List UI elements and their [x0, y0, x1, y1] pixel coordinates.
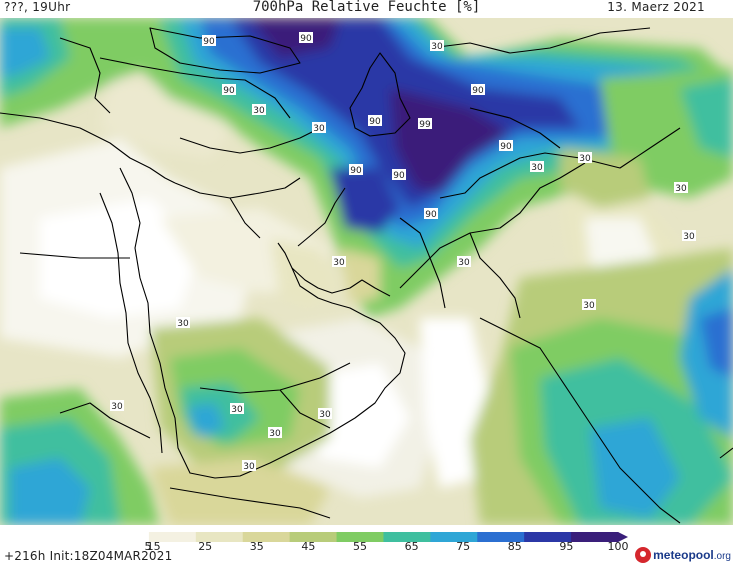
contour-label: 30 [578, 152, 592, 164]
colorbar-tick-label: 25 [198, 540, 213, 553]
svg-text:30: 30 [243, 462, 255, 472]
svg-text:90: 90 [369, 117, 381, 127]
colorbar-segment [289, 532, 338, 542]
contour-label: 30 [242, 460, 256, 472]
colorbar-tip [618, 532, 628, 542]
colorbar-segment [195, 532, 244, 542]
model-run-info: +216h Init:18Z04MAR2021 [4, 549, 173, 563]
colorbar-tick-label: 85 [507, 540, 522, 553]
humidity-map: 90 90 90 30 90 99 90 90 90 90 90 30 30 3… [0, 18, 733, 525]
svg-text:90: 90 [393, 171, 405, 181]
colorbar-segment [336, 532, 384, 542]
humidity-field [0, 18, 733, 525]
contour-label: 90 [202, 35, 216, 47]
humidity-colorbar: 5 15 25 35 45 55 65 75 85 95 100 [102, 528, 629, 556]
contour-label: 30 [457, 256, 471, 268]
contour-label: 90 [299, 32, 313, 44]
contour-label: 90 [349, 164, 363, 176]
svg-text:30: 30 [111, 402, 123, 412]
contour-label: 30 [582, 299, 596, 311]
colorbar-segment [102, 532, 150, 542]
colorbar-segment [383, 532, 431, 542]
svg-text:30: 30 [231, 405, 243, 415]
svg-text:90: 90 [203, 37, 215, 47]
colorbar-tick-label: 55 [353, 540, 367, 553]
svg-text:90: 90 [472, 86, 484, 96]
svg-text:30: 30 [579, 154, 591, 164]
colorbar-segment [524, 532, 572, 542]
colorbar-tick-label: 45 [301, 540, 316, 553]
contour-label: 90 [368, 115, 382, 127]
colorbar-gradient [102, 532, 628, 542]
colorbar-segment [571, 532, 619, 542]
contour-label: 90 [499, 140, 513, 152]
map-canvas: 90 90 90 30 90 99 90 90 90 90 90 30 30 3… [0, 18, 733, 525]
svg-text:30: 30 [319, 410, 331, 420]
contour-label: 30 [318, 408, 332, 420]
forecast-date-label: 13. Maerz 2021 [607, 0, 705, 14]
map-header: ???, 19Uhr 700hPa Relative Feuchte [%] 1… [0, 0, 733, 18]
forecast-time-label: ???, 19Uhr [4, 0, 71, 14]
colorbar-segment [148, 532, 197, 542]
colorbar-segment [430, 532, 478, 542]
contour-label: 30 [230, 403, 244, 415]
colorbar-tick-label: 65 [404, 540, 419, 553]
colorbar-tick-label: 35 [249, 540, 264, 553]
contour-label: 30 [312, 122, 326, 134]
brand-logo[interactable]: meteopool.org [635, 545, 731, 565]
coastlines [0, 27, 733, 524]
svg-text:30: 30 [333, 258, 345, 268]
contour-label: 30 [268, 427, 282, 439]
svg-text:30: 30 [675, 184, 687, 194]
svg-text:30: 30 [458, 258, 470, 268]
contour-label: 90 [392, 169, 406, 181]
colorbar-tick-label: 5 [144, 540, 152, 553]
svg-text:99: 99 [419, 120, 431, 130]
contour-label: 30 [430, 40, 444, 52]
colorbar-tick-label: 95 [559, 540, 574, 553]
colorbar-tick-label: 100 [607, 540, 629, 553]
svg-text:30: 30 [531, 163, 543, 173]
svg-text:30: 30 [431, 42, 443, 52]
svg-text:90: 90 [300, 34, 312, 44]
contour-label: 30 [682, 230, 696, 242]
svg-text:30: 30 [269, 429, 281, 439]
svg-text:90: 90 [425, 210, 437, 220]
colorbar-segment [242, 532, 291, 542]
contour-labels: 90 90 90 30 90 99 90 90 90 90 90 30 30 3… [110, 32, 696, 472]
svg-text:90: 90 [350, 166, 362, 176]
contour-label: 30 [252, 104, 266, 116]
svg-text:30: 30 [313, 124, 325, 134]
svg-text:90: 90 [223, 86, 235, 96]
svg-text:30: 30 [253, 106, 265, 116]
svg-text:30: 30 [583, 301, 595, 311]
brand-name: meteopool.org [653, 548, 731, 562]
meteopool-logo-icon [635, 547, 652, 563]
map-title: 700hPa Relative Feuchte [%] [252, 0, 481, 15]
colorbar-tick-label: 75 [456, 540, 471, 553]
contour-label: 90 [471, 84, 485, 96]
colorbar-segment [477, 532, 525, 542]
contour-label: 30 [176, 317, 190, 329]
contour-label: 90 [424, 208, 438, 220]
colorbar-tick-label: 15 [146, 540, 161, 553]
contour-label: 30 [110, 400, 124, 412]
contour-label: 30 [332, 256, 346, 268]
svg-text:90: 90 [500, 142, 512, 152]
svg-text:30: 30 [683, 232, 695, 242]
contour-label: 30 [530, 161, 544, 173]
contour-label: 90 [222, 84, 236, 96]
contour-label: 30 [674, 182, 688, 194]
colorbar-ticks: 5 15 25 35 45 55 65 75 85 95 100 [102, 540, 629, 554]
svg-text:30: 30 [177, 319, 189, 329]
contour-label: 99 [418, 118, 432, 130]
